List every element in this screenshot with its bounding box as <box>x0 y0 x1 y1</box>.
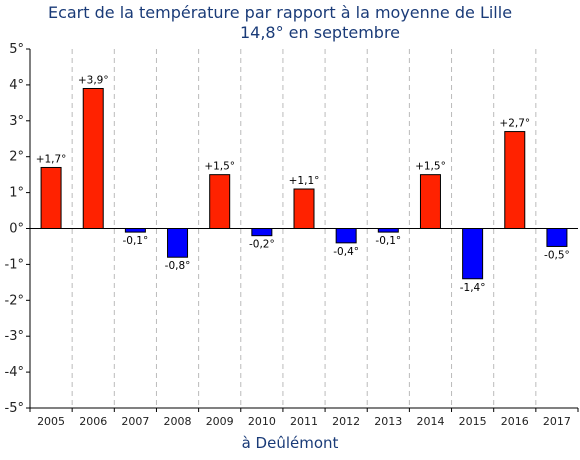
x-tick-label: 2007 <box>121 415 149 428</box>
y-tick-label: -2° <box>5 293 24 308</box>
bar <box>462 228 484 280</box>
bar <box>504 131 526 230</box>
y-tick-label: -5° <box>5 401 24 416</box>
y-tick-label: 5° <box>9 42 24 57</box>
y-tick-label: -1° <box>5 257 24 272</box>
y-tick-label: 0° <box>9 222 24 237</box>
data-label: -0,2° <box>249 239 275 251</box>
y-tick-label: 2° <box>9 150 24 165</box>
data-label: +1,1° <box>289 175 320 187</box>
y-tick-label: -4° <box>5 365 24 380</box>
bar <box>377 228 399 233</box>
bar <box>82 87 104 229</box>
data-label: -0,4° <box>333 246 359 258</box>
data-label: +2,7° <box>499 118 530 130</box>
x-tick-label: 2015 <box>459 415 487 428</box>
data-label: +1,5° <box>204 161 235 173</box>
bar <box>40 166 62 229</box>
data-label: +1,7° <box>36 153 67 165</box>
y-tick-label: 1° <box>9 186 24 201</box>
x-tick-label: 2016 <box>501 415 529 428</box>
x-axis-label: à Deûlémont <box>241 434 339 452</box>
x-tick-label: 2008 <box>164 415 192 428</box>
chart-subtitle: 14,8° en septembre <box>239 23 401 42</box>
bar <box>167 228 189 258</box>
bar <box>546 228 568 247</box>
x-tick-label: 2017 <box>543 415 571 428</box>
x-tick-label: 2010 <box>248 415 276 428</box>
data-label: -0,5° <box>544 249 570 261</box>
x-tick-label: 2011 <box>290 415 318 428</box>
bar <box>293 188 315 229</box>
x-tick-label: 2006 <box>79 415 107 428</box>
data-label: -1,4° <box>460 282 486 294</box>
bar <box>251 228 273 237</box>
y-tick-label: 4° <box>9 78 24 93</box>
data-label: -0,1° <box>123 235 149 247</box>
data-label: -0,8° <box>165 260 191 272</box>
chart-title: Ecart de la température par rapport à la… <box>47 3 513 22</box>
bar <box>209 174 231 229</box>
x-tick-label: 2013 <box>374 415 402 428</box>
y-tick-label: -3° <box>5 329 24 344</box>
data-label: -0,1° <box>375 235 401 247</box>
y-tick-label: 3° <box>9 114 24 129</box>
bar <box>335 228 357 244</box>
x-tick-label: 2009 <box>206 415 234 428</box>
data-label: +1,5° <box>415 161 446 173</box>
x-tick-label: 2014 <box>416 415 444 428</box>
bar <box>419 174 441 229</box>
bar <box>124 228 146 233</box>
x-tick-label: 2005 <box>37 415 65 428</box>
data-label: +3,9° <box>78 74 109 86</box>
x-tick-label: 2012 <box>332 415 360 428</box>
